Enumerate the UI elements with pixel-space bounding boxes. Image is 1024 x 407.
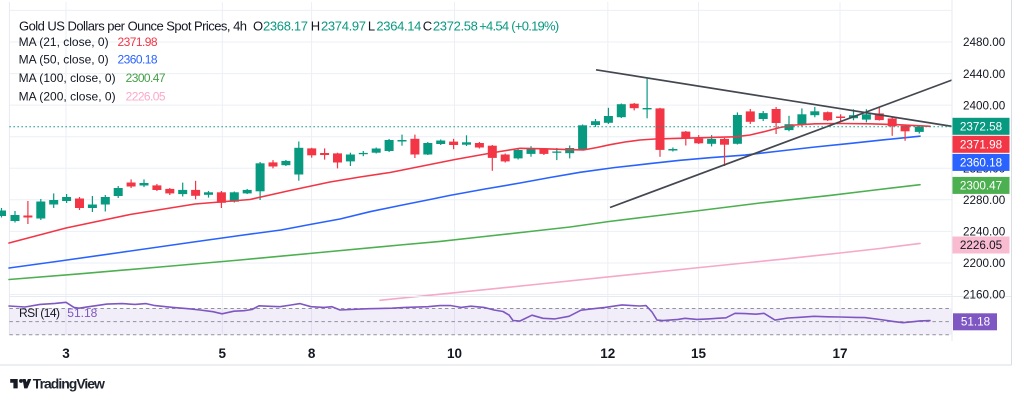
svg-text:15: 15 bbox=[691, 346, 707, 361]
svg-text:2480.00: 2480.00 bbox=[963, 36, 1006, 49]
svg-text:2364.14: 2364.14 bbox=[376, 19, 421, 34]
svg-text:2440.00: 2440.00 bbox=[963, 68, 1006, 81]
svg-text:TradingView: TradingView bbox=[33, 375, 105, 391]
svg-text:10: 10 bbox=[447, 346, 462, 361]
svg-text:RSI (14): RSI (14) bbox=[19, 306, 60, 320]
svg-text:2200.00: 2200.00 bbox=[963, 257, 1006, 270]
svg-text:17: 17 bbox=[832, 346, 847, 361]
svg-text:51.18: 51.18 bbox=[67, 306, 97, 320]
svg-text:5: 5 bbox=[219, 346, 227, 361]
svg-text:2360.18: 2360.18 bbox=[960, 157, 1002, 170]
svg-text:2371.98: 2371.98 bbox=[960, 139, 1002, 152]
svg-text:2226.05: 2226.05 bbox=[960, 239, 1003, 252]
svg-text:H: H bbox=[311, 19, 320, 34]
svg-text:O: O bbox=[253, 19, 263, 34]
svg-text:2374.97: 2374.97 bbox=[321, 19, 366, 34]
svg-text:2160.00: 2160.00 bbox=[963, 289, 1006, 302]
svg-text:2240.00: 2240.00 bbox=[963, 226, 1006, 239]
svg-text:2368.17: 2368.17 bbox=[263, 19, 308, 34]
svg-text:L: L bbox=[368, 19, 375, 34]
svg-text:2226.05: 2226.05 bbox=[126, 90, 166, 104]
svg-text:2372.58: 2372.58 bbox=[433, 19, 478, 34]
svg-text:2372.58: 2372.58 bbox=[960, 121, 1002, 134]
svg-text:C: C bbox=[423, 19, 432, 34]
svg-text:2371.98: 2371.98 bbox=[118, 35, 158, 49]
svg-text:MA (21, close, 0): MA (21, close, 0) bbox=[19, 35, 109, 49]
svg-text:2280.00: 2280.00 bbox=[963, 194, 1006, 207]
svg-text:MA (50, close, 0): MA (50, close, 0) bbox=[19, 53, 109, 67]
svg-text:2300.47: 2300.47 bbox=[126, 71, 166, 85]
svg-text:2360.18: 2360.18 bbox=[118, 53, 158, 67]
svg-text:12: 12 bbox=[600, 346, 615, 361]
svg-text:3: 3 bbox=[62, 346, 70, 361]
svg-text:8: 8 bbox=[308, 346, 316, 361]
svg-text:MA (200, close, 0): MA (200, close, 0) bbox=[19, 90, 116, 104]
svg-text:Gold US Dollars per Ounce Spot: Gold US Dollars per Ounce Spot Prices, 4… bbox=[19, 19, 247, 34]
svg-text:51.18: 51.18 bbox=[961, 316, 990, 329]
svg-text:+4.54 (+0.19%): +4.54 (+0.19%) bbox=[479, 19, 559, 34]
svg-text:MA (100, close, 0): MA (100, close, 0) bbox=[19, 71, 116, 85]
svg-text:2400.00: 2400.00 bbox=[963, 99, 1006, 112]
svg-text:2300.47: 2300.47 bbox=[960, 180, 1002, 193]
